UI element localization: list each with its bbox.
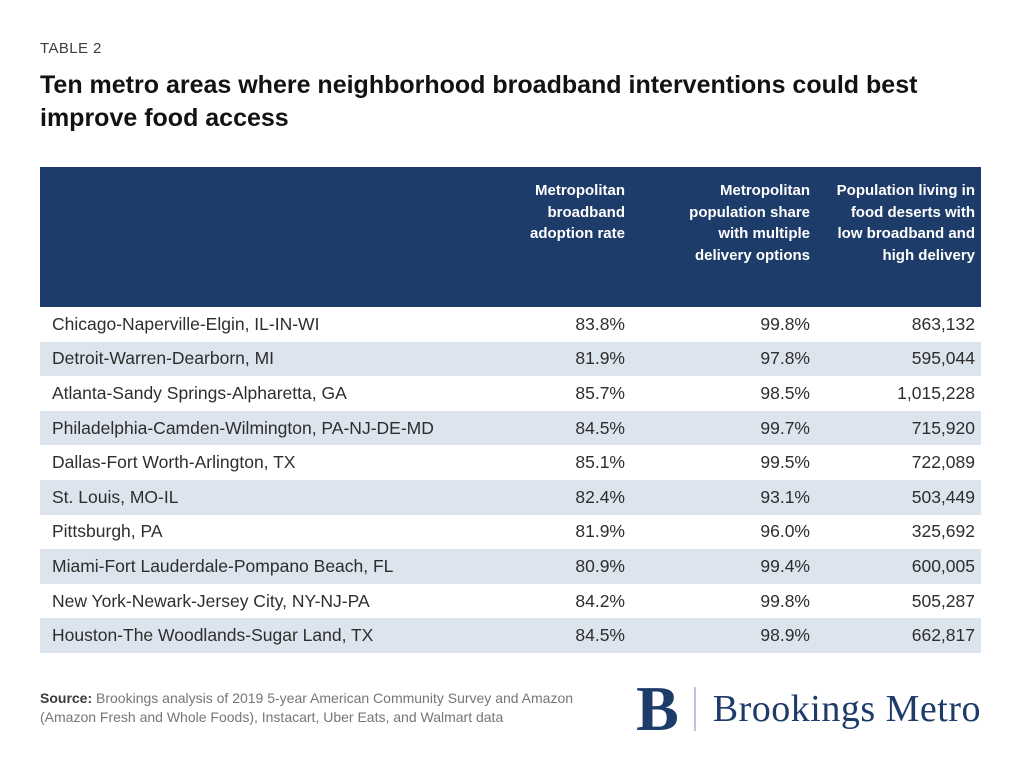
col-header-delivery-share: Metropolitan population share with multi… (689, 182, 810, 264)
value-cell: 662,817 (911, 625, 975, 646)
table-row: Philadelphia-Camden-Wilmington, PA-NJ-DE… (40, 410, 981, 446)
table-row: St. Louis, MO-IL 82.4% 93.1% 503,449 (40, 479, 981, 515)
value-cell: 595,044 (911, 348, 975, 369)
metro-name-cell: Pittsburgh, PA (52, 521, 163, 542)
table-header-row: Metropolitan broadband adoption rate Met… (40, 167, 981, 307)
value-cell: 99.4% (760, 555, 810, 576)
table-row: Chicago-Naperville-Elgin, IL-IN-WI 83.8% 9… (40, 307, 981, 342)
logo-divider (693, 686, 696, 731)
metro-name-cell: Atlanta-Sandy Springs-Alpharetta, GA (52, 382, 347, 403)
value-cell: 505,287 (911, 590, 975, 611)
source-text: Brookings analysis of 2019 5-year Americ… (40, 689, 574, 726)
value-cell: 99.5% (760, 452, 810, 473)
value-cell: 81.9% (575, 521, 625, 542)
table-row: New York-Newark-Jersey City, NY-NJ-PA 84.… (40, 584, 981, 619)
col-header-broadband-adoption: Metropolitan broadband adoption rate (529, 182, 625, 242)
value-cell: 97.8% (760, 348, 810, 369)
source-label: Source: (40, 689, 93, 706)
col-header-metro-area (40, 180, 440, 202)
metro-name-cell: New York-Newark-Jersey City, NY-NJ-PA (52, 590, 370, 611)
value-cell: 600,005 (911, 555, 975, 576)
value-cell: 96.0% (760, 521, 810, 542)
table-row: Detroit-Warren-Dearborn, MI 81.9% 97.8% 595… (40, 341, 981, 377)
brookings-metro-wordmark: Brookings Metro (712, 687, 981, 730)
metro-name-cell: Dallas-Fort Worth-Arlington, TX (52, 452, 296, 473)
table-row: Miami-Fort Lauderdale-Pompano Beach, FL 8… (40, 549, 981, 584)
value-cell: 80.9% (575, 555, 625, 576)
table-body: Chicago-Naperville-Elgin, IL-IN-WI 83.8% 9… (40, 307, 981, 653)
value-cell: 1,015,228 (897, 382, 975, 403)
value-cell: 325,692 (911, 521, 975, 542)
value-cell: 84.5% (575, 417, 625, 438)
brookings-metro-logo: B Brookings Metro (636, 672, 981, 744)
metro-name-cell: Detroit-Warren-Dearborn, MI (52, 348, 275, 369)
figure-content: TABLE 2 Ten metro areas where neighborho… (40, 40, 981, 744)
metro-name-cell: Chicago-Naperville-Elgin, IL-IN-WI (52, 313, 320, 334)
value-cell: 715,920 (911, 417, 975, 438)
value-cell: 98.9% (760, 625, 810, 646)
value-cell: 863,132 (911, 313, 975, 334)
value-cell: 82.4% (575, 486, 625, 507)
metro-name-cell: Houston-The Woodlands-Sugar Land, TX (52, 625, 374, 646)
metro-name-cell: Philadelphia-Camden-Wilmington, PA-NJ-DE… (52, 417, 434, 438)
value-cell: 722,089 (911, 452, 975, 473)
value-cell: 99.7% (760, 417, 810, 438)
value-cell: 99.8% (760, 590, 810, 611)
table-row: Pittsburgh, PA 81.9% 96.0% 325,692 (40, 515, 981, 550)
value-cell: 84.5% (575, 625, 625, 646)
brookings-b-monogram: B (636, 672, 679, 744)
value-cell: 98.5% (760, 382, 810, 403)
source-note: Source: Brookings analysis of 2019 5-yea… (40, 689, 600, 728)
table-row: Dallas-Fort Worth-Arlington, TX 85.1% 99.5… (40, 445, 981, 480)
value-cell: 85.1% (575, 452, 625, 473)
value-cell: 93.1% (760, 486, 810, 507)
figure-title: Ten metro areas where neighborhood broad… (40, 71, 918, 132)
value-cell: 81.9% (575, 348, 625, 369)
table-row: Houston-The Woodlands-Sugar Land, TX 84.5… (40, 618, 981, 653)
value-cell: 85.7% (575, 382, 625, 403)
metro-name-cell: Miami-Fort Lauderdale-Pompano Beach, FL (52, 555, 394, 576)
metro-name-cell: St. Louis, MO-IL (52, 486, 179, 507)
table-row: Atlanta-Sandy Springs-Alpharetta, GA 85.7… (40, 376, 981, 411)
value-cell: 83.8% (575, 313, 625, 334)
figure-footer: Source: Brookings analysis of 2019 5-yea… (40, 672, 981, 744)
value-cell: 99.8% (760, 313, 810, 334)
table-label: TABLE 2 (40, 40, 102, 57)
value-cell: 84.2% (575, 590, 625, 611)
value-cell: 503,449 (911, 486, 975, 507)
col-header-food-desert-population: Population living in food deserts with l… (836, 182, 975, 264)
data-table: Metropolitan broadband adoption rate Met… (40, 167, 981, 653)
